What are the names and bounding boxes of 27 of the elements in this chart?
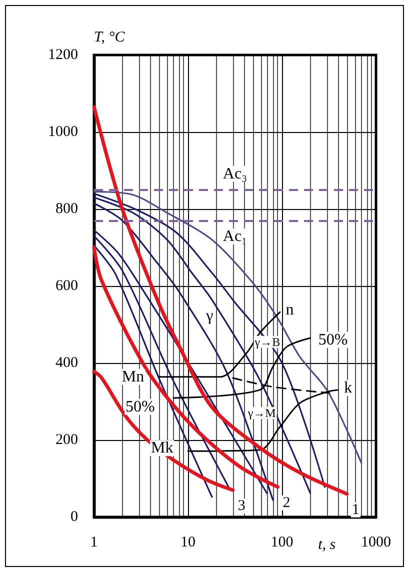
annotation: Mn	[122, 368, 144, 386]
annotation: 50%	[126, 398, 155, 416]
x-tick-label: 1000	[361, 534, 391, 550]
y-tick-label: 0	[70, 509, 78, 525]
annotation: 50%	[318, 331, 348, 348]
y-axis-title: T, °C	[94, 30, 126, 46]
series-label: 1	[352, 502, 360, 518]
y-tick-label: 800	[56, 201, 78, 217]
y-tick-label: 1000	[48, 124, 78, 140]
annotation: n	[286, 301, 294, 318]
annotation: k	[344, 380, 352, 397]
x-tick-label: 100	[270, 534, 294, 550]
annotation: γ→M	[246, 406, 276, 420]
x-tick-label: 1	[90, 534, 98, 550]
x-tick-label: 10	[180, 534, 196, 550]
annotation: γ	[205, 308, 214, 325]
annotation: γ→B	[254, 334, 280, 349]
y-tick-label: 200	[56, 432, 78, 448]
series-label: 3	[238, 498, 246, 514]
annotation: Mk	[150, 440, 174, 457]
y-tick-label: 400	[56, 355, 78, 371]
ref-line-label: Ac₁	[222, 228, 248, 246]
series-label: 2	[282, 494, 290, 511]
x-axis-title: t, s	[318, 537, 336, 553]
y-tick-label: 600	[56, 278, 78, 294]
ref-line-label: Ac₃	[222, 165, 248, 182]
y-tick-label: 1200	[48, 47, 78, 63]
